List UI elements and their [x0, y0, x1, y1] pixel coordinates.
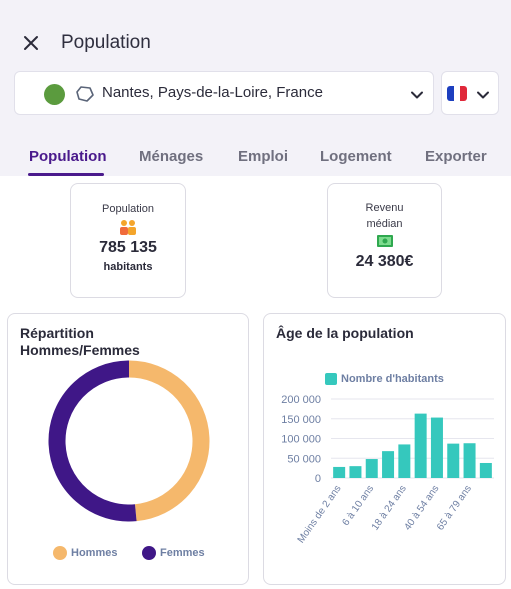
chevron-down-icon: [411, 91, 423, 99]
france-flag-icon: [447, 86, 467, 101]
x-tick-label: Moins de 2 ans: [296, 483, 344, 545]
age-bar: [333, 466, 346, 478]
legend-hommes-label: Hommes: [71, 547, 118, 559]
age-bar: [382, 451, 395, 478]
donut-slice-femmes: [48, 360, 137, 522]
age-bar: [430, 417, 443, 478]
legend-femmes-label: Femmes: [160, 547, 205, 559]
tab-menages[interactable]: Ménages: [139, 148, 204, 165]
gender-distribution-card: Répartition Hommes/Femmes Hommes Femmes: [7, 313, 249, 585]
legend-habitants-swatch: [325, 373, 337, 385]
close-button[interactable]: [20, 32, 42, 54]
median-income-label-line1: Revenu: [365, 202, 404, 214]
median-income-label-line2: médian: [366, 218, 403, 230]
gender-chart-title-line2: Hommes/Femmes: [20, 342, 140, 358]
gender-chart-title-line1: Répartition: [20, 325, 94, 341]
people-icon: [120, 220, 136, 235]
tab-bar: Population Ménages Emploi Logement Expor…: [0, 148, 511, 176]
tab-exporter[interactable]: Exporter: [425, 148, 487, 165]
population-value: 785 135: [99, 239, 157, 256]
median-income-value: 24 380€: [355, 253, 414, 270]
age-distribution-card: Âge de la population Nombre d'habitants …: [263, 313, 506, 585]
population-card: Population 785 135 habitants: [70, 183, 186, 298]
age-bar: [414, 413, 427, 478]
y-tick-label: 50 000: [287, 453, 321, 465]
active-tab-indicator: [28, 173, 104, 176]
median-income-card: Revenu médian 24 380€: [327, 183, 442, 298]
page-title: Population: [61, 32, 151, 53]
age-chart-title: Âge de la population: [276, 325, 414, 341]
age-bar: [447, 443, 460, 478]
chevron-down-icon: [477, 91, 489, 99]
close-icon: [24, 36, 38, 50]
legend-femmes-swatch: [142, 546, 156, 560]
population-unit: habitants: [103, 261, 153, 273]
region-outline-icon: [76, 86, 94, 102]
legend-nombre-habitants[interactable]: Nombre d'habitants: [325, 373, 444, 385]
age-bar: [349, 466, 362, 478]
y-tick-label: 0: [315, 473, 321, 485]
location-select[interactable]: Nantes, Pays-de-la-Loire, France: [14, 71, 434, 115]
legend-habitants-label: Nombre d'habitants: [341, 373, 444, 385]
location-status-dot: [44, 84, 65, 105]
x-tick-label: 65 à 79 ans: [435, 483, 474, 532]
population-label: Population: [102, 203, 154, 215]
donut-slice-hommes: [128, 360, 210, 522]
tab-logement[interactable]: Logement: [320, 148, 392, 165]
age-bar: [479, 462, 492, 478]
money-icon: [376, 235, 393, 247]
age-bar: [463, 443, 476, 478]
x-tick-label: 6 à 10 ans: [340, 483, 376, 528]
y-tick-label: 100 000: [281, 434, 321, 446]
location-text: Nantes, Pays-de-la-Loire, France: [102, 84, 323, 101]
legend-hommes-swatch: [53, 546, 67, 560]
gender-donut-chart: [48, 360, 210, 522]
legend-femmes[interactable]: Femmes: [142, 546, 205, 560]
y-tick-label: 200 000: [281, 394, 321, 406]
language-select[interactable]: [441, 71, 499, 115]
y-tick-label: 150 000: [281, 414, 321, 426]
legend-hommes[interactable]: Hommes: [53, 546, 117, 560]
age-bar: [398, 444, 411, 478]
tab-population[interactable]: Population: [29, 148, 107, 165]
age-bar: [365, 459, 378, 478]
tab-emploi[interactable]: Emploi: [238, 148, 289, 165]
